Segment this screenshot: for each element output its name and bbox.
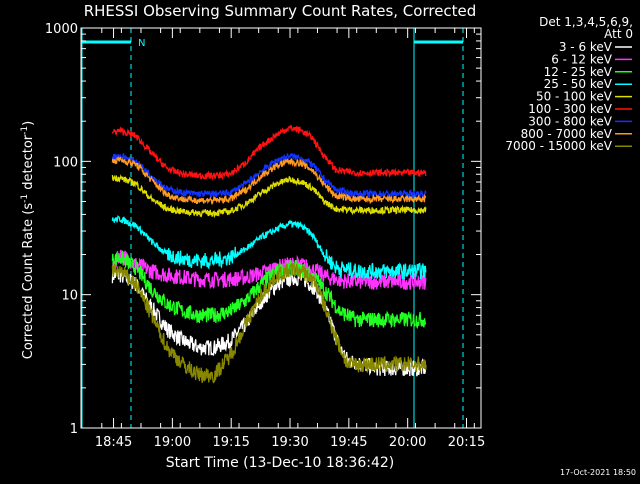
y-tick-label: 10: [61, 289, 78, 304]
series-line-8: [111, 262, 427, 384]
series-line-3: [111, 214, 427, 280]
series-line-7: [111, 156, 427, 206]
y-axis-label: Corrected Count Rate (s-1 detector-1): [20, 121, 36, 359]
y-axis-label-sup1: -1: [20, 194, 30, 203]
y-tick-label: 100: [53, 155, 78, 170]
legend-item-label: 12 - 25 keV: [544, 65, 613, 79]
x-tick-label: 18:45: [95, 435, 132, 450]
x-tick-label: 19:45: [330, 435, 367, 450]
series-line-5: [111, 124, 427, 181]
legend-item-label: 100 - 300 keV: [528, 102, 612, 116]
y-tick-label: 1000: [45, 22, 78, 37]
y-axis-label-sup2: -1: [20, 126, 30, 135]
x-tick-label: 19:00: [154, 435, 191, 450]
x-axis-label: Start Time (13-Dec-10 18:36:42): [166, 455, 394, 471]
legend-item-label: 6 - 12 keV: [551, 52, 613, 66]
series-line-2: [111, 250, 427, 330]
timestamp: 17-Oct-2021 18:50: [560, 468, 636, 477]
series-layer: [111, 124, 427, 384]
legend-item-label: 50 - 100 keV: [536, 90, 613, 104]
legend-item-label: 800 - 7000 keV: [521, 127, 613, 141]
y-axis-label-part2: detector: [21, 134, 36, 194]
flag-label: N: [138, 38, 145, 49]
x-tick-label: 19:30: [271, 435, 308, 450]
x-tick-label: 20:00: [389, 435, 426, 450]
x-tick-label: 19:15: [212, 435, 249, 450]
series-line-4: [111, 174, 427, 219]
y-axis-label-part3: ): [21, 121, 36, 126]
legend-item-label: 3 - 6 keV: [559, 40, 613, 54]
legend-header-line1: Det 1,3,4,5,6,9,: [539, 15, 633, 29]
y-tick-label: 1: [70, 422, 78, 437]
x-tick-label: 20:15: [448, 435, 485, 450]
legend-item-label: 300 - 800 keV: [528, 114, 612, 128]
axes-layer: 1 10 100 1000 18:45 19:00 19:15 19:30 19:45 20:00…: [45, 22, 485, 450]
legend-item-label: 7000 - 15000 keV: [505, 139, 612, 153]
annotation-layer: N: [81, 28, 464, 428]
legend-item-label: 25 - 50 keV: [544, 77, 613, 91]
y-axis-label-part1: Corrected Count Rate (s: [21, 203, 36, 360]
plot-frame: [80, 27, 482, 429]
chart-title: RHESSI Observing Summary Count Rates, Co…: [84, 2, 477, 20]
legend-header-line2: Att 0: [604, 27, 633, 41]
series-line-1: [111, 249, 427, 291]
